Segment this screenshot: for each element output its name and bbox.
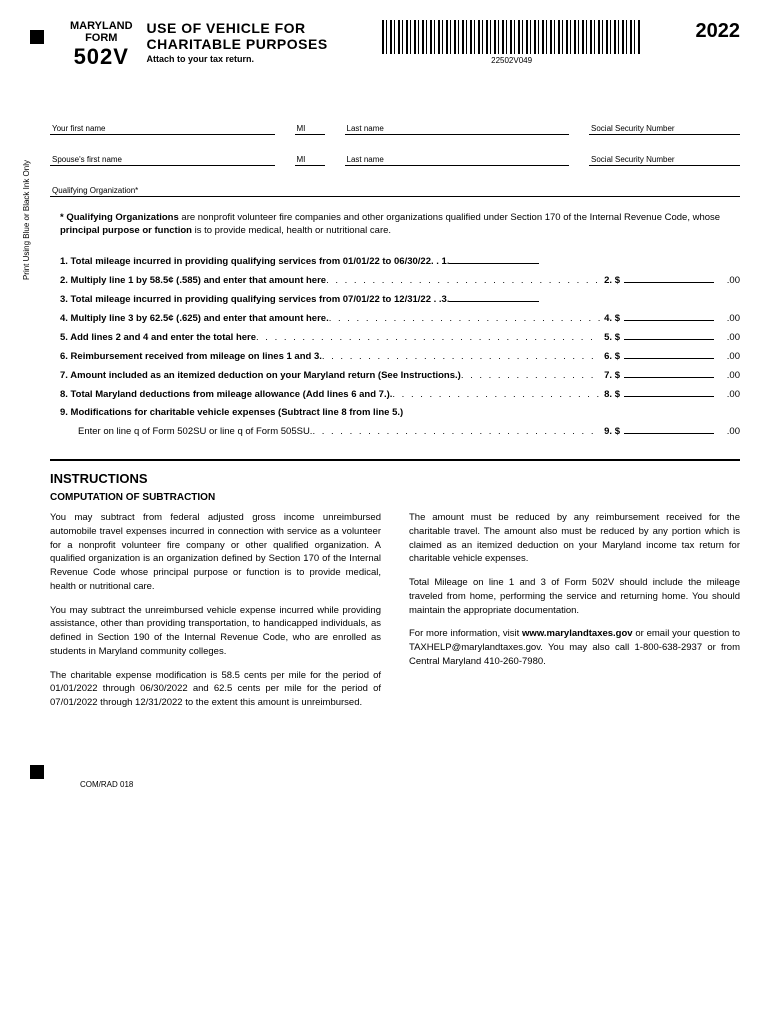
qualifying-org-field[interactable]: Qualifying Organization* <box>50 172 740 197</box>
spouse-last-name-field[interactable]: Last name <box>345 141 570 166</box>
attach-note: Attach to your tax return. <box>147 54 328 64</box>
line-3-text: 3. Total mileage incurred in providing q… <box>60 294 449 305</box>
section-divider <box>50 459 740 461</box>
instr-c2p1: The amount must be reduced by any reimbu… <box>409 511 740 566</box>
line-8-text: 8. Total Maryland deductions from mileag… <box>60 389 392 400</box>
line-3: 3. Total mileage incurred in providing q… <box>60 290 740 309</box>
line-9b: Enter on line q of Form 502SU or line q … <box>60 422 740 441</box>
computation-lines: 1. Total mileage incurred in providing q… <box>60 252 740 441</box>
instructions-col2: The amount must be reduced by any reimbu… <box>409 511 740 720</box>
line-1: 1. Total mileage incurred in providing q… <box>60 252 740 271</box>
line-5: 5. Add lines 2 and 4 and enter the total… <box>60 328 740 347</box>
note-text2: is to provide medical, health or nutriti… <box>192 225 391 236</box>
line-2-dots: . . . . . . . . . . . . . . . . . . . . … <box>326 272 600 290</box>
line-1-text: 1. Total mileage incurred in providing q… <box>60 256 449 267</box>
qualifying-note: * Qualifying Organizations are nonprofit… <box>60 211 740 238</box>
state-label: MARYLAND <box>70 20 133 32</box>
line-1-blank[interactable] <box>449 252 539 264</box>
line-8-blank[interactable] <box>624 385 714 397</box>
instr-website: www.marylandtaxes.gov <box>522 628 633 639</box>
barcode-block: 22502V049 <box>342 20 682 65</box>
line-9-label: 9. $ <box>600 423 624 441</box>
line-2-text: 2. Multiply line 1 by 58.5¢ (.585) and e… <box>60 275 326 286</box>
line-2-label: 2. $ <box>600 272 624 290</box>
line-5-text: 5. Add lines 2 and 4 and enter the total… <box>60 332 256 343</box>
line-2-blank[interactable] <box>624 271 714 283</box>
line-6-cents: .00 <box>714 348 740 366</box>
line-5-blank[interactable] <box>624 328 714 340</box>
form-header: MARYLAND FORM 502V USE OF VEHICLE FOR CH… <box>70 20 740 70</box>
line-8: 8. Total Maryland deductions from mileag… <box>60 385 740 404</box>
line-7: 7. Amount included as an itemized deduct… <box>60 366 740 385</box>
instructions-col1: You may subtract from federal adjusted g… <box>50 511 381 720</box>
line-9-cents: .00 <box>714 423 740 441</box>
line-5-cents: .00 <box>714 329 740 347</box>
line-6-blank[interactable] <box>624 347 714 359</box>
line-4: 4. Multiply line 3 by 62.5¢ (.625) and e… <box>60 309 740 328</box>
line-6-text: 6. Reimbursement received from mileage o… <box>60 351 322 362</box>
line-4-blank[interactable] <box>624 309 714 321</box>
instructions-title: INSTRUCTIONS <box>50 471 740 486</box>
corner-marker-tl <box>30 30 44 44</box>
line-8-cents: .00 <box>714 386 740 404</box>
barcode-number: 22502V049 <box>342 56 682 65</box>
ssn-field[interactable]: Social Security Number <box>589 110 740 135</box>
line-2-cents: .00 <box>714 272 740 290</box>
line-7-cents: .00 <box>714 367 740 385</box>
instructions-columns: You may subtract from federal adjusted g… <box>50 511 740 720</box>
form-title-block: USE OF VEHICLE FOR CHARITABLE PURPOSES A… <box>147 20 328 64</box>
line-4-label: 4. $ <box>600 310 624 328</box>
line-9a-text: 9. Modifications for charitable vehicle … <box>60 407 403 418</box>
line-8-label: 8. $ <box>600 386 624 404</box>
instr-c2p2: Total Mileage on line 1 and 3 of Form 50… <box>409 576 740 617</box>
line-9a: 9. Modifications for charitable vehicle … <box>60 404 740 422</box>
line-7-text: 7. Amount included as an itemized deduct… <box>60 370 461 381</box>
form-word: FORM <box>70 32 133 44</box>
instructions-subtitle: COMPUTATION OF SUBTRACTION <box>50 492 740 503</box>
line-7-blank[interactable] <box>624 366 714 378</box>
spouse-first-name-field[interactable]: Spouse's first name <box>50 141 275 166</box>
instr-c1p2: You may subtract the unreimbursed vehicl… <box>50 604 381 659</box>
line-3-blank[interactable] <box>449 290 539 302</box>
last-name-field[interactable]: Last name <box>345 110 570 135</box>
line-9-blank[interactable] <box>624 422 714 434</box>
line-6: 6. Reimbursement received from mileage o… <box>60 347 740 366</box>
note-bold: principal purpose or function <box>60 225 192 236</box>
line-4-cents: .00 <box>714 310 740 328</box>
instr-c1p1: You may subtract from federal adjusted g… <box>50 511 381 594</box>
line-6-label: 6. $ <box>600 348 624 366</box>
form-number: 502V <box>70 44 133 70</box>
title-line1: USE OF VEHICLE FOR <box>147 20 328 36</box>
line-9b-text: Enter on line q of Form 502SU or line q … <box>60 423 312 441</box>
note-text1: are nonprofit volunteer fire companies a… <box>179 212 720 223</box>
note-lead: * Qualifying Organizations <box>60 212 179 223</box>
tax-year: 2022 <box>696 20 741 43</box>
title-line2: CHARITABLE PURPOSES <box>147 36 328 52</box>
form-footer: COM/RAD 018 <box>80 780 740 789</box>
line-2: 2. Multiply line 1 by 58.5¢ (.585) and e… <box>60 271 740 290</box>
instr-c2p3a: For more information, visit <box>409 628 522 639</box>
line-5-dots: . . . . . . . . . . . . . . . . . . . . … <box>256 329 600 347</box>
name-fields: Your first name MI Last name Social Secu… <box>50 110 740 197</box>
line-4-dots: . . . . . . . . . . . . . . . . . . . . … <box>329 310 600 328</box>
first-name-field[interactable]: Your first name <box>50 110 275 135</box>
spouse-mi-field[interactable]: MI <box>295 141 325 166</box>
mi-field[interactable]: MI <box>295 110 325 135</box>
spouse-ssn-field[interactable]: Social Security Number <box>589 141 740 166</box>
instr-c1p3: The charitable expense modification is 5… <box>50 669 381 710</box>
corner-marker-bl <box>30 765 44 779</box>
line-6-dots: . . . . . . . . . . . . . . . . . . . . … <box>322 348 600 366</box>
line-7-dots: . . . . . . . . . . . . . . . . . . . . <box>461 367 600 385</box>
line-4-text: 4. Multiply line 3 by 62.5¢ (.625) and e… <box>60 313 329 324</box>
print-ink-note: Print Using Blue or Black Ink Only <box>22 160 32 280</box>
line-5-label: 5. $ <box>600 329 624 347</box>
line-8-dots: . . . . . . . . . . . . . . . . . . . . … <box>392 386 600 404</box>
barcode-icon <box>382 20 642 54</box>
line-7-label: 7. $ <box>600 367 624 385</box>
instr-c2p3: For more information, visit www.maryland… <box>409 627 740 668</box>
line-9-dots: . . . . . . . . . . . . . . . . . . . . … <box>312 423 600 441</box>
form-id-block: MARYLAND FORM 502V <box>70 20 133 70</box>
